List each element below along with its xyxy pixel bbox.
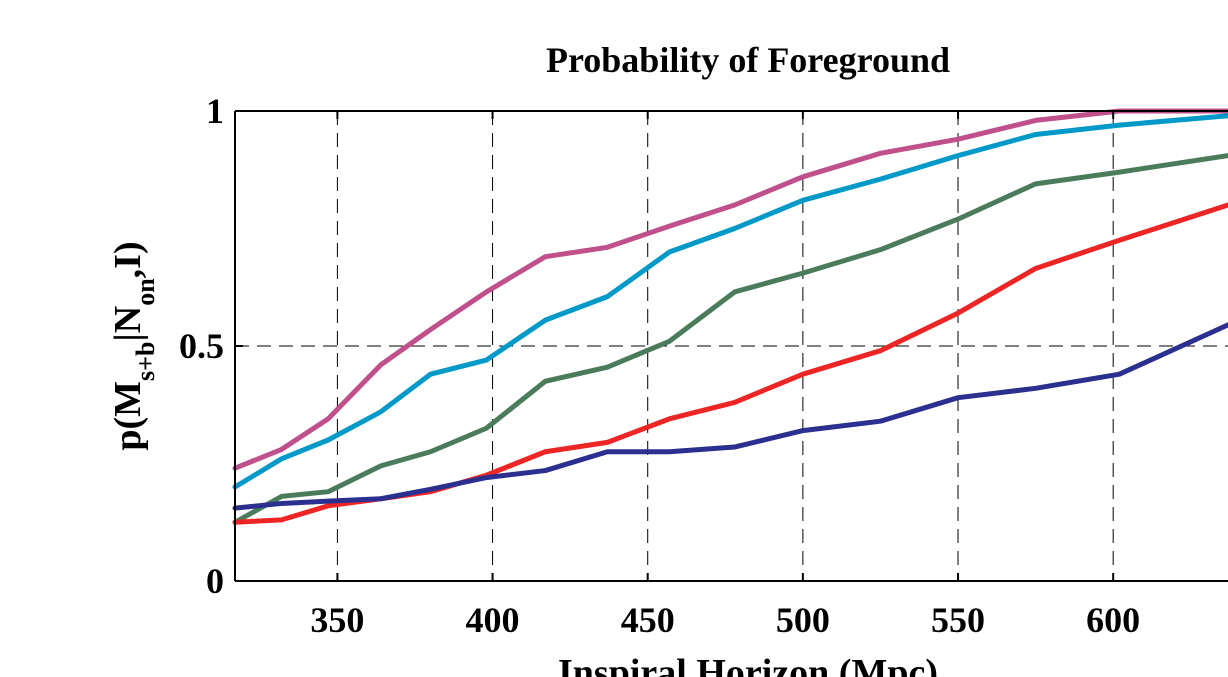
x-tick-label: 450	[621, 600, 675, 640]
series-lines	[232, 108, 1228, 525]
series-line-1	[232, 108, 1228, 471]
x-axis-label: Inspiral Horizon (Mpc)	[558, 652, 938, 677]
axes	[234, 110, 1228, 582]
grid-lines	[235, 111, 1228, 581]
series-line-2	[232, 113, 1228, 490]
y-tick-labels: 00.51	[179, 91, 224, 601]
y-tick-label: 0	[206, 561, 224, 601]
y-tick-label: 0.5	[179, 326, 224, 366]
x-tick-label: 500	[776, 600, 830, 640]
x-tick-label: 400	[466, 600, 520, 640]
y-axis-label-sub2: on	[131, 278, 160, 306]
y-axis-label-suffix: ,I)	[107, 241, 149, 278]
y-axis-label-sub1: s+b	[131, 342, 160, 381]
series-line-3	[232, 153, 1228, 525]
x-tick-label: 350	[310, 600, 364, 640]
y-axis-label-prefix: p(M	[107, 381, 149, 451]
y-axis-label: p(Ms+b|Non,I)	[107, 241, 160, 450]
x-tick-label: 600	[1086, 600, 1140, 640]
y-tick-label: 1	[206, 91, 224, 131]
chart-title: Probability of Foreground	[546, 40, 950, 80]
x-tick-labels: 350 400 450 500 550 600	[310, 600, 1140, 640]
series-line-5	[232, 322, 1228, 511]
y-axis-label-mid: |N	[107, 306, 149, 342]
x-tick-label: 550	[931, 600, 985, 640]
